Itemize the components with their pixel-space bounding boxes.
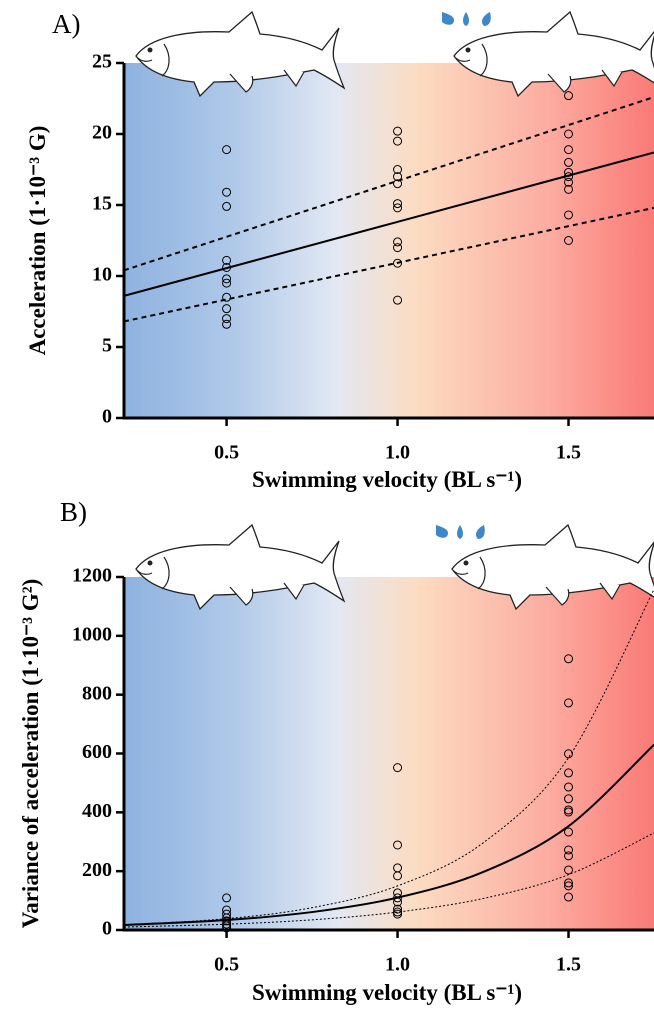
data-point <box>564 210 574 220</box>
data-point <box>564 749 574 759</box>
fit-line <box>123 151 654 297</box>
fit-line <box>123 832 654 928</box>
data-point <box>564 881 574 891</box>
data-point <box>393 203 403 213</box>
panel-b <box>124 524 654 930</box>
y-tick-label: 800 <box>82 682 112 704</box>
x-tick-label: 1.5 <box>556 954 581 976</box>
fit-line <box>123 206 654 323</box>
data-point <box>393 871 403 881</box>
data-point <box>564 827 574 837</box>
panel-label: B) <box>60 497 87 527</box>
sweat-drops <box>436 525 485 539</box>
data-point <box>222 274 232 284</box>
y-tick-label: 600 <box>82 741 112 763</box>
data-point <box>564 878 574 888</box>
x-tick-label: 1.0 <box>385 954 410 976</box>
y-tick-label: 1000 <box>72 623 112 645</box>
data-point <box>222 319 232 329</box>
x-tick-label: 0.5 <box>214 442 239 464</box>
data-point <box>222 314 232 324</box>
data-point <box>222 292 232 302</box>
data-point <box>564 851 574 861</box>
y-tick-label: 15 <box>92 193 112 215</box>
data-point <box>564 236 574 245</box>
data-point <box>393 165 403 174</box>
y-tick-label: 1200 <box>72 565 112 587</box>
data-point <box>393 840 403 850</box>
x-axis-title: Swimming velocity (BL s⁻¹) <box>252 980 522 1005</box>
data-point <box>564 654 574 664</box>
data-point <box>564 782 574 792</box>
data-point <box>564 865 574 875</box>
sweat-drops <box>442 12 491 26</box>
data-point <box>222 278 232 288</box>
temperature-gradient <box>124 63 654 418</box>
y-tick-label: 0 <box>102 406 112 428</box>
data-point <box>222 909 232 919</box>
data-point <box>222 145 232 155</box>
y-tick-label: 25 <box>92 51 112 73</box>
x-axis-title: Swimming velocity (BL s⁻¹) <box>252 467 522 492</box>
panel-label: A) <box>52 9 81 39</box>
y-tick-label: 400 <box>82 800 112 822</box>
data-point <box>393 258 403 268</box>
data-point <box>393 136 403 146</box>
data-point <box>393 909 403 919</box>
data-point <box>222 187 232 197</box>
y-tick-label: 20 <box>92 122 112 144</box>
data-point <box>393 199 403 209</box>
y-tick-label: 10 <box>92 264 112 286</box>
data-point <box>564 845 574 855</box>
x-tick-label: 0.5 <box>214 954 239 976</box>
panel-a <box>124 11 654 418</box>
data-point <box>564 184 574 194</box>
data-point <box>564 157 574 167</box>
data-point <box>222 304 232 314</box>
data-point <box>564 807 574 817</box>
data-point <box>393 763 403 773</box>
data-point <box>564 91 574 101</box>
data-point <box>222 893 232 903</box>
data-point <box>393 904 403 914</box>
y-tick-label: 0 <box>102 918 112 940</box>
fit-line <box>123 589 654 926</box>
data-point <box>564 794 574 804</box>
data-point <box>393 172 403 182</box>
data-point <box>564 129 574 139</box>
data-point <box>393 179 403 189</box>
x-tick-label: 1.5 <box>556 442 581 464</box>
data-point <box>393 295 403 305</box>
y-axis-title: Acceleration (1·10⁻³ G) <box>25 126 50 356</box>
y-tick-label: 200 <box>82 859 112 881</box>
data-point <box>564 145 574 155</box>
y-axis-title: Variance of acceleration (1·10⁻³ G²) <box>18 579 43 929</box>
data-point <box>222 255 232 265</box>
data-point <box>564 768 574 778</box>
data-point <box>564 892 574 902</box>
fit-line <box>123 743 654 926</box>
data-point <box>222 201 232 211</box>
temperature-gradient <box>124 577 654 930</box>
x-tick-label: 1.0 <box>385 442 410 464</box>
data-point <box>564 698 574 708</box>
data-point <box>393 126 403 136</box>
data-point <box>393 237 403 247</box>
y-tick-label: 5 <box>102 335 112 357</box>
data-point <box>564 177 574 187</box>
data-point <box>393 243 403 253</box>
